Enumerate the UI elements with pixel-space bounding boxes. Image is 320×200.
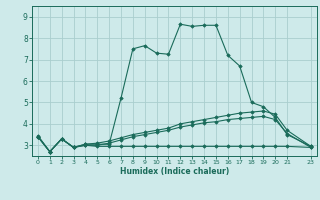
X-axis label: Humidex (Indice chaleur): Humidex (Indice chaleur) <box>120 167 229 176</box>
